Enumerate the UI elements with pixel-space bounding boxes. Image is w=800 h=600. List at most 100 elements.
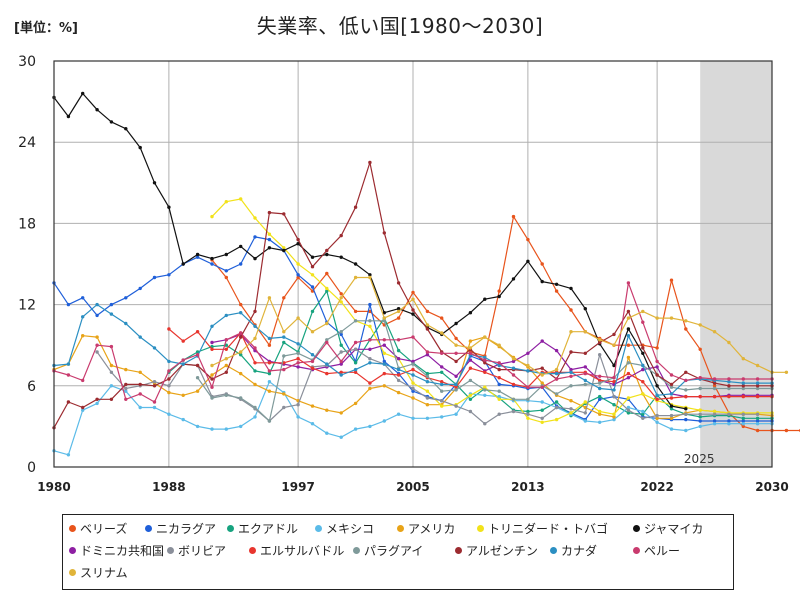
data-point — [167, 327, 171, 331]
data-point — [325, 289, 329, 293]
series-line — [211, 198, 772, 423]
data-point — [626, 281, 631, 285]
legend-marker — [353, 547, 360, 554]
data-point — [368, 386, 372, 391]
data-point — [296, 351, 300, 355]
data-point — [454, 385, 458, 389]
data-point — [741, 381, 745, 385]
data-point — [569, 370, 573, 374]
data-point — [511, 373, 516, 377]
legend-marker — [633, 547, 640, 554]
data-point — [698, 408, 702, 412]
legend-marker — [249, 547, 256, 554]
data-point — [741, 377, 745, 381]
x-tick-label: 1980 — [37, 480, 70, 494]
data-point — [253, 216, 257, 220]
data-point — [784, 370, 789, 374]
data-point — [755, 386, 760, 391]
data-point — [440, 365, 444, 369]
data-point — [195, 353, 200, 357]
data-point — [626, 327, 631, 331]
y-tick-label: 24 — [18, 135, 36, 151]
data-point — [727, 394, 731, 399]
data-point — [339, 300, 343, 304]
data-point — [425, 380, 430, 384]
data-point — [755, 416, 760, 420]
data-point — [655, 397, 659, 401]
data-point — [239, 350, 243, 354]
data-point — [396, 309, 401, 314]
data-point — [454, 412, 458, 416]
data-point — [353, 340, 358, 345]
data-point — [626, 371, 631, 376]
data-point — [598, 378, 602, 383]
data-point — [497, 376, 501, 380]
data-point — [109, 120, 114, 124]
data-point — [353, 401, 358, 406]
grid-layer — [53, 60, 773, 468]
data-point — [353, 205, 358, 209]
data-point — [626, 355, 631, 360]
x-tick-label: 2022 — [640, 480, 673, 494]
legend-marker — [69, 569, 76, 576]
data-point — [727, 377, 731, 381]
data-point — [124, 389, 128, 393]
data-point — [440, 380, 444, 384]
data-point — [224, 252, 228, 257]
data-point — [626, 405, 631, 410]
data-point — [411, 359, 415, 364]
data-point — [138, 405, 142, 410]
data-point — [554, 367, 559, 372]
data-point — [339, 292, 343, 296]
legend-item: ニカラグア — [145, 522, 216, 536]
data-point — [396, 316, 401, 320]
data-point — [511, 214, 516, 219]
data-point — [81, 405, 85, 410]
data-point — [554, 400, 559, 404]
data-point — [210, 377, 214, 381]
legend-item: メキシコ — [315, 522, 374, 536]
data-point — [296, 275, 300, 280]
data-point — [626, 408, 631, 412]
data-point — [411, 335, 415, 339]
legend-item: ドミニカ共和国 — [69, 544, 164, 558]
data-point — [181, 358, 185, 362]
data-point — [468, 339, 473, 343]
data-point — [583, 378, 587, 383]
data-point — [224, 357, 228, 361]
data-point — [583, 411, 587, 415]
data-point — [282, 296, 286, 300]
data-point — [468, 366, 473, 370]
data-point — [526, 412, 530, 416]
data-point — [569, 308, 573, 312]
data-point — [95, 313, 99, 318]
data-point — [210, 427, 214, 431]
data-point — [167, 390, 171, 395]
data-point — [526, 363, 530, 368]
data-point — [282, 354, 286, 358]
data-point — [353, 319, 358, 323]
legend-label: アルゼンチン — [466, 544, 538, 558]
data-point — [267, 369, 272, 373]
data-point — [224, 275, 228, 280]
data-point — [755, 419, 760, 423]
data-point — [253, 405, 257, 410]
data-point — [95, 335, 99, 339]
plot-border — [53, 60, 773, 468]
legend-label: アメリカ — [408, 522, 456, 536]
data-point — [411, 290, 415, 295]
data-point — [554, 405, 559, 410]
data-point — [741, 394, 745, 399]
data-point — [612, 363, 616, 368]
legend-item: ボリビア — [167, 544, 226, 558]
data-point — [698, 376, 702, 380]
data-point — [712, 330, 717, 334]
data-point — [698, 419, 702, 423]
data-point — [396, 357, 401, 361]
data-point — [382, 359, 386, 364]
data-point — [181, 417, 185, 422]
data-point — [339, 373, 343, 377]
data-point — [411, 312, 415, 316]
legend-marker — [69, 547, 76, 554]
data-point — [310, 273, 315, 277]
